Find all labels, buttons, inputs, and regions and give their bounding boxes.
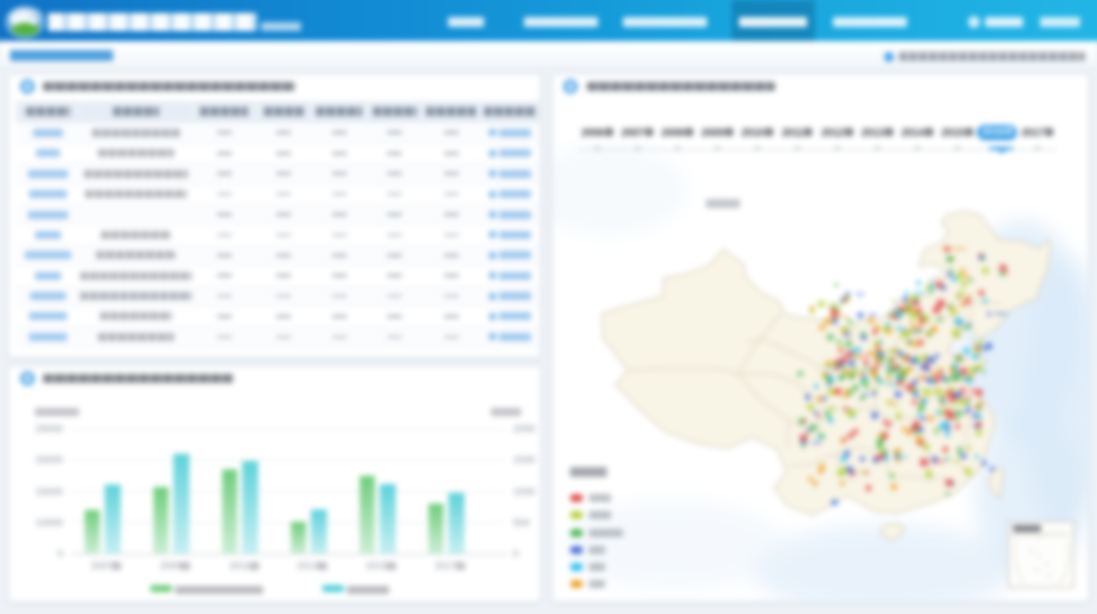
svg-text:2007: 2007 [91,561,114,572]
svg-text:20000: 20000 [35,455,63,466]
svg-text:0: 0 [57,549,63,560]
svg-text:1000: 1000 [513,487,536,498]
svg-text:2000: 2000 [513,424,536,435]
svg-text:500: 500 [513,518,530,529]
svg-text:25000: 25000 [35,424,63,435]
svg-text:2011: 2011 [229,561,251,572]
svg-text:2013: 2013 [297,561,320,572]
svg-text:15000: 15000 [35,487,63,498]
svg-text:10000: 10000 [35,518,63,529]
svg-text:2017: 2017 [435,561,458,572]
svg-text:0: 0 [513,549,519,560]
svg-text:2015: 2015 [366,561,389,572]
svg-text:2009: 2009 [160,561,183,572]
svg-text:1500: 1500 [513,455,536,466]
